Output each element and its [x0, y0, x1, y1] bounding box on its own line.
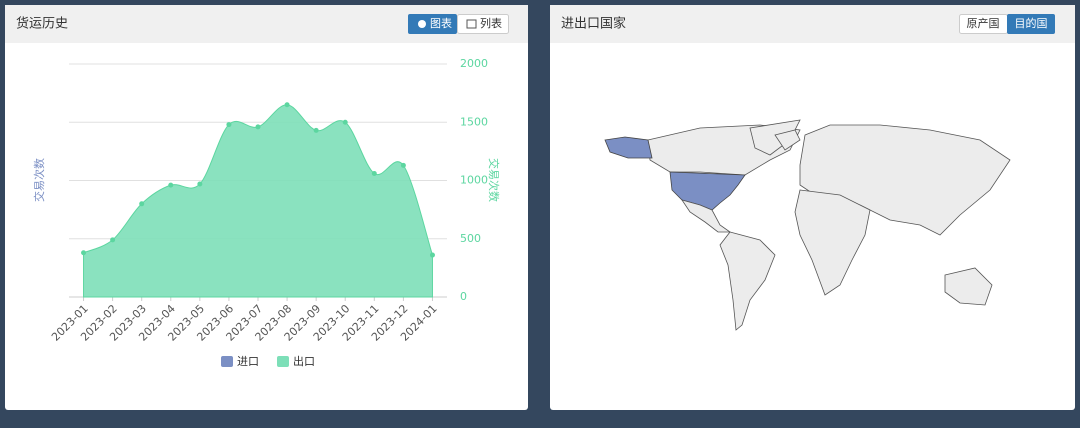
button-label[interactable]: 原产国 — [967, 16, 1000, 30]
point — [197, 181, 203, 187]
y2-tick-label: 1000 — [460, 174, 488, 187]
world-map — [604, 119, 1011, 331]
button-label[interactable]: 目的国 — [1015, 16, 1048, 30]
button[interactable] — [457, 14, 509, 34]
legend-label: 出口 — [293, 354, 315, 368]
point — [110, 237, 116, 243]
point — [284, 102, 290, 108]
point — [400, 162, 406, 168]
button-label[interactable]: 列表 — [480, 16, 502, 30]
y2-tick-label: 1500 — [460, 115, 488, 128]
panel-title: 货运历史 — [16, 16, 68, 32]
legend-swatch — [277, 356, 289, 367]
point — [255, 124, 261, 130]
country[interactable] — [774, 129, 801, 151]
point — [226, 122, 232, 128]
legend-swatch — [221, 356, 233, 367]
country[interactable] — [794, 189, 871, 296]
point — [342, 119, 348, 125]
point — [168, 182, 174, 188]
legend-label: 进口 — [237, 355, 259, 368]
button-label[interactable]: 图表 — [430, 16, 452, 30]
y2-axis-title: 交易次数 — [487, 158, 501, 202]
icon — [466, 19, 477, 29]
y2-tick-label: 500 — [460, 232, 481, 245]
panel-title: 进出口国家 — [561, 16, 626, 32]
y2-tick-label: 0 — [460, 290, 467, 303]
icon — [418, 20, 426, 28]
point — [81, 250, 87, 256]
y-axis-title: 交易次数 — [32, 158, 46, 202]
point — [371, 171, 377, 177]
country[interactable] — [749, 119, 801, 156]
y2-tick-label: 2000 — [460, 57, 488, 70]
point — [139, 201, 145, 207]
point — [429, 252, 435, 258]
button[interactable] — [408, 14, 457, 34]
point — [313, 127, 319, 133]
country[interactable] — [719, 231, 776, 331]
button[interactable] — [1007, 14, 1055, 34]
country[interactable] — [944, 267, 993, 306]
country[interactable] — [604, 136, 653, 159]
country[interactable] — [669, 171, 746, 211]
